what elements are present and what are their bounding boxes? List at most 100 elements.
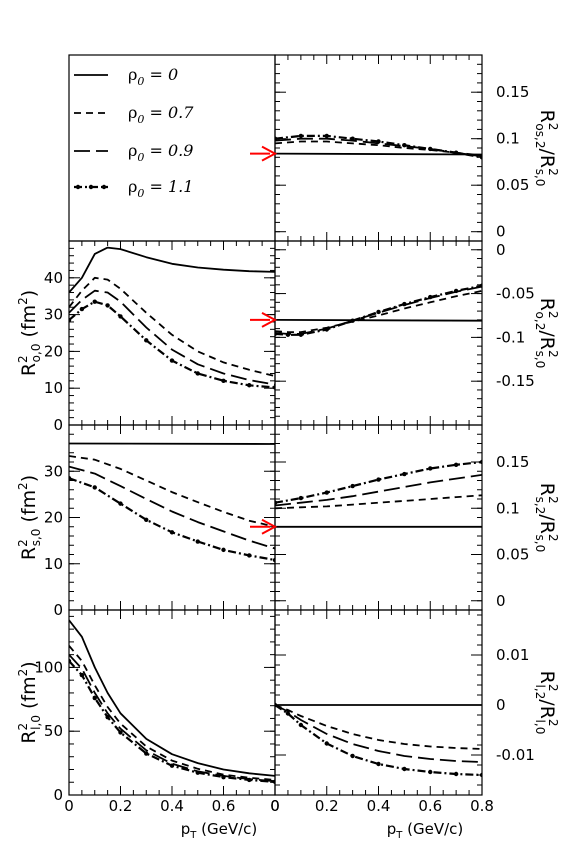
legend-label: ρ0 = 0.9 [128,141,193,164]
series-group [275,459,482,528]
ylabel-num-sub: s,2 [533,497,547,515]
series-point [324,741,329,746]
ylabel-num-sup: 2 [546,123,560,131]
xlabel-sub: T [395,830,403,841]
series-point [118,501,123,506]
x-tick-label: 0 [270,797,280,815]
ylabel-sep: / [536,330,558,337]
ylabel-den-sub: s,0 [533,535,547,553]
ylabel-den-sup: 2 [546,719,560,727]
series-point [350,483,355,489]
y-axis-label: R2l,0 (fm2) [16,661,43,743]
series-point [453,771,459,777]
series-line-short-dash [69,276,275,377]
y-tick-label: 20 [44,509,63,527]
x-tick-label: 0.4 [160,797,184,815]
y-tick-label: 40 [44,269,63,287]
series-line-solid [275,152,482,156]
ylabel-den: R [536,706,558,719]
y-tick-label: -0.15 [496,372,535,390]
x-tick-label: 0.6 [418,797,442,815]
series-point [118,730,123,735]
series-line-short-dash [69,455,275,528]
series-point [275,331,278,337]
series-point [376,309,381,315]
ylabel-unit-end: ) [18,290,40,297]
series-point [479,772,482,778]
y-tick-label: 0 [496,592,506,610]
series-point [324,133,329,139]
x-tick-label: 0.2 [315,797,339,815]
series-point [247,777,252,783]
series-point [69,475,72,481]
y-tick-label: 0.05 [496,176,529,194]
ylabel-unit-end: ) [18,475,40,482]
y-tick-label: 0 [496,241,506,259]
series-point [275,500,278,505]
series-point [169,763,175,768]
y-tick-label: 10 [44,379,63,397]
y-tick-label: 0.1 [496,130,520,148]
y-tick-label: 100 [34,658,63,676]
series-group [275,133,482,160]
series-point [144,338,149,343]
y-tick-label: 30 [44,306,63,324]
series-point [428,146,433,152]
ylabel-unit: (fm [18,676,40,715]
y-tick-label: 0 [496,696,506,714]
series-point [221,378,226,384]
ylabel-sub: s,0 [29,529,43,547]
series-point [402,766,407,772]
series-line-long-dash [275,285,482,335]
legend-point [75,184,81,190]
legend-point [88,184,94,190]
series-point [350,318,355,323]
series-point [350,753,355,759]
y-tick-label: 0.15 [496,453,529,471]
panel-frame [274,424,483,611]
series-line-long-dash [275,704,482,763]
series-line-long-dash [275,474,482,507]
y-tick-label: 0.01 [496,646,529,664]
ylabel-sub: o,0 [29,344,43,363]
legend: ρ0 = 0ρ0 = 0.7ρ0 = 0.9ρ0 = 1.1 [74,65,194,200]
series-point [324,327,329,332]
ylabel-den-sup: 2 [546,168,560,176]
legend-subscript: 0 [137,75,144,88]
x-axis: 0 00.2 0.20.4 0.40.6 0.60 0.8pT (GeV/c) pT (Ge… [64,797,494,841]
x-axis-title-right: pT (GeV/c) [387,820,464,841]
legend-subscript: 0 [137,151,144,164]
series-point [376,761,381,767]
series-point [376,139,381,144]
series-point [195,371,200,376]
series-line-dash-dot [69,660,275,783]
ylabel-num-sub: os,2 [533,123,547,148]
legend-value: = 1.1 [144,177,193,196]
series-point [298,722,304,728]
ylabel-sup: 2 [16,539,30,547]
series-point [195,770,200,775]
series-point [105,303,110,308]
series-line-long-dash [69,654,275,783]
series-point [324,490,329,495]
legend-value: = 0.9 [144,141,193,160]
series-group [69,619,275,785]
series-line-long-dash [69,289,275,386]
ylabel-num: R [536,298,558,311]
x-tick-label: 0.6 [212,797,236,815]
series-line-solid [275,319,482,322]
ylabel-num-sup: 2 [546,496,560,504]
panel-frame [274,609,483,796]
y-tick-label: 0.15 [496,83,529,101]
x-tick-label: 0.2 [109,797,133,815]
legend-label: ρ0 = 0 [128,65,178,88]
legend-label: ρ0 = 0.7 [128,103,194,126]
ylabel-num: R [536,483,558,496]
series-line-short-dash [275,290,482,333]
